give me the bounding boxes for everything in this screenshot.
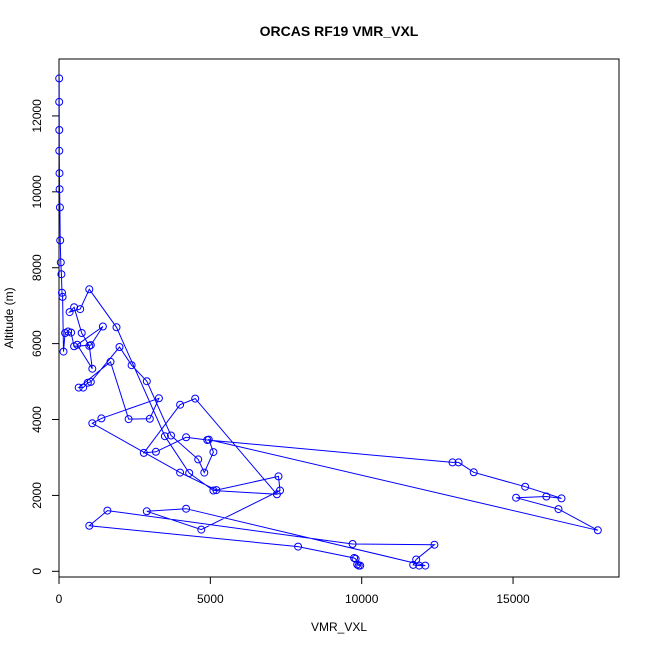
data-point <box>176 468 185 477</box>
data-point <box>74 383 83 392</box>
data-point <box>106 357 115 366</box>
data-point <box>430 540 439 549</box>
x-tick-label: 0 <box>56 592 63 606</box>
data-point <box>160 432 169 441</box>
data-point <box>512 493 521 502</box>
y-tick-label: 12000 <box>30 99 44 133</box>
y-tick-label: 4000 <box>30 406 44 433</box>
data-point <box>409 560 418 569</box>
x-axis: 0 5000 10000 15000 <box>56 576 530 606</box>
data-point <box>274 472 283 481</box>
data-point <box>86 341 95 350</box>
data-point <box>421 561 430 570</box>
data-point <box>88 419 97 428</box>
data-point <box>200 468 209 477</box>
x-tick-label: 5000 <box>197 592 224 606</box>
series-layer <box>55 74 602 570</box>
data-point <box>57 270 66 279</box>
data-point <box>55 146 64 155</box>
data-point <box>469 468 478 477</box>
data-point <box>197 525 206 534</box>
data-point <box>154 394 163 403</box>
x-axis-label: VMR_VXL <box>311 620 367 634</box>
data-point <box>272 490 281 499</box>
data-point <box>65 308 74 317</box>
data-point <box>55 74 64 83</box>
data-point <box>103 506 112 515</box>
data-point <box>88 364 97 373</box>
data-point <box>79 383 88 392</box>
data-point <box>194 455 203 464</box>
chart-title: ORCAS RF19 VMR_VXL <box>260 23 419 39</box>
data-point <box>55 169 64 178</box>
data-point <box>350 554 359 562</box>
data-point <box>182 433 191 442</box>
x-tick-label: 10000 <box>345 592 379 606</box>
data-point <box>415 561 424 570</box>
data-point <box>521 482 530 491</box>
data-point <box>542 492 551 501</box>
data-point <box>176 400 185 409</box>
data-point <box>151 447 160 456</box>
data-point <box>55 185 64 194</box>
data-point <box>55 97 64 106</box>
data-point <box>448 458 457 467</box>
y-tick-label: 6000 <box>30 330 44 357</box>
data-point <box>70 342 79 351</box>
data-point <box>185 469 194 477</box>
data-point <box>182 504 191 513</box>
data-point <box>97 414 106 423</box>
data-point <box>294 542 303 551</box>
data-point <box>191 394 200 403</box>
data-point <box>554 505 563 514</box>
data-point <box>86 377 95 386</box>
y-axis: 0 2000 4000 6000 8000 10000 12000 <box>30 99 60 575</box>
data-point <box>61 329 70 337</box>
data-point <box>142 377 151 386</box>
data-point <box>454 458 463 467</box>
data-point <box>145 414 154 423</box>
data-point <box>83 378 92 387</box>
x-tick-label: 15000 <box>496 592 530 606</box>
data-point <box>124 415 133 424</box>
data-point <box>142 507 151 516</box>
data-point <box>58 288 66 297</box>
data-point <box>209 448 218 457</box>
data-point <box>77 329 86 337</box>
data-point <box>112 323 121 332</box>
data-point <box>98 322 107 331</box>
data-point <box>356 561 365 570</box>
data-point <box>85 285 94 294</box>
data-point <box>212 486 221 495</box>
data-point <box>203 436 212 444</box>
data-point <box>70 303 79 312</box>
data-point <box>85 521 94 530</box>
data-point <box>209 486 218 495</box>
data-point <box>127 361 136 370</box>
data-point <box>593 526 602 535</box>
y-tick-label: 2000 <box>30 482 44 509</box>
data-point <box>56 236 65 245</box>
data-point <box>348 540 357 548</box>
y-tick-label: 0 <box>30 568 44 575</box>
y-axis-label: Altitude (m) <box>2 287 16 348</box>
data-point <box>55 203 64 212</box>
data-point <box>557 494 566 503</box>
data-point <box>85 341 94 350</box>
y-tick-label: 10000 <box>30 175 44 209</box>
data-point <box>115 343 124 351</box>
data-point <box>351 554 360 563</box>
data-point <box>59 347 68 356</box>
data-point <box>167 431 175 440</box>
data-point <box>56 258 65 267</box>
data-point <box>58 292 67 301</box>
data-point <box>139 448 148 457</box>
y-tick-label: 8000 <box>30 254 44 281</box>
data-point <box>55 126 64 134</box>
